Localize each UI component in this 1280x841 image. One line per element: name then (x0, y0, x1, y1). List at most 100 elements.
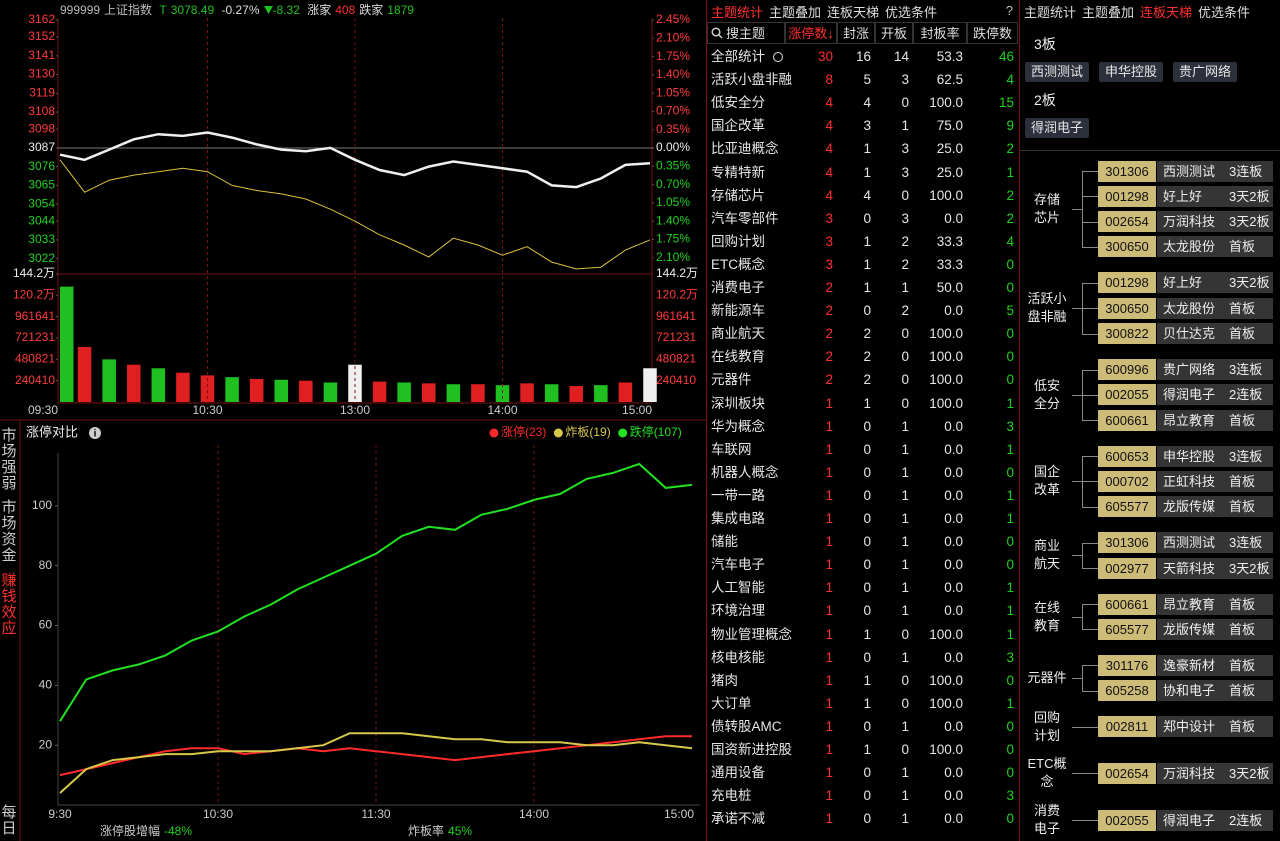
theme-name[interactable]: 猪肉 (711, 672, 738, 688)
stock-code[interactable]: 001298 (1098, 185, 1156, 207)
theme-name[interactable]: 车联网 (711, 441, 752, 457)
theme-name[interactable]: ETC概念 (711, 256, 765, 272)
stock-code[interactable]: 001298 (1098, 272, 1156, 294)
stock-code[interactable]: 605577 (1098, 496, 1156, 518)
help[interactable]: ? (1005, 3, 1013, 18)
stock-name-box[interactable]: 昂立教育 首板 (1157, 593, 1273, 615)
theme-name[interactable]: 人工智能 (711, 580, 765, 596)
stock-code[interactable]: 000702 (1098, 470, 1156, 492)
tab[interactable]: 主题统计 (711, 5, 764, 20)
column-header[interactable]: 封板率 (913, 22, 967, 44)
stock-name-box[interactable]: 太龙股份 首板 (1157, 297, 1273, 319)
theme-name[interactable]: 一带一路 (711, 487, 765, 503)
stock-name-box[interactable]: 好上好 3天2板 (1157, 185, 1273, 207)
stock-name-box[interactable]: 万润科技 3天2板 (1157, 762, 1273, 784)
stock-code[interactable]: 301176 (1098, 654, 1156, 676)
side-tab[interactable]: 市场资金 (1, 499, 17, 564)
theme-name[interactable]: 比亚迪概念 (711, 141, 779, 157)
stock-code[interactable]: 002977 (1098, 557, 1156, 579)
theme-name[interactable]: 活跃小盘非融 (711, 72, 792, 88)
theme-name[interactable]: 机器人概念 (711, 464, 779, 480)
theme-name[interactable]: 通用设备 (711, 765, 765, 781)
column-header[interactable]: 封涨 (837, 22, 875, 44)
stock-name-box[interactable]: 得润电子 2连板 (1157, 384, 1273, 406)
theme-name[interactable]: 承诺不减 (711, 811, 765, 827)
stock-code[interactable]: 605258 (1098, 680, 1156, 702)
theme-name[interactable]: 国企改革 (711, 118, 765, 134)
stock-name-box[interactable]: 贝仕达克 首板 (1157, 323, 1273, 344)
stock-name-box[interactable]: 好上好 3天2板 (1157, 272, 1273, 294)
theme-name[interactable]: 汽车电子 (711, 557, 765, 573)
stock-name-box[interactable]: 天箭科技 3天2板 (1157, 557, 1273, 579)
theme-name[interactable]: 在线教育 (711, 349, 765, 365)
stock-chip[interactable]: 得润电子 (1025, 118, 1090, 138)
stock-name-box[interactable]: 逸豪新材 首板 (1157, 654, 1273, 676)
stock-code[interactable]: 002055 (1098, 809, 1156, 831)
stock-name-box[interactable]: 昂立教育 首板 (1157, 409, 1273, 431)
stock-code[interactable]: 300650 (1098, 236, 1156, 258)
theme-name[interactable]: 深圳板块 (711, 395, 765, 411)
side-tab[interactable]: 每日 (1, 804, 17, 837)
theme-name[interactable]: 商业航天 (711, 326, 765, 342)
stock-name-box[interactable]: 龙版传媒 首板 (1157, 496, 1273, 518)
stock-code[interactable]: 300822 (1098, 323, 1156, 344)
stock-name-box[interactable]: 正虹科技 首板 (1157, 470, 1273, 492)
theme-name[interactable]: 物业管理概念 (711, 626, 792, 642)
theme-name[interactable]: 专精特新 (711, 164, 765, 180)
stock-code[interactable]: 301306 (1098, 532, 1156, 554)
tab[interactable]: 优选条件 (885, 5, 938, 20)
theme-name[interactable]: 国资新进控股 (711, 742, 792, 757)
stock-code[interactable]: 300650 (1098, 297, 1156, 319)
stock-name-box[interactable]: 万润科技 3天2板 (1157, 211, 1273, 233)
info-icon[interactable] (89, 427, 101, 439)
stock-name-box[interactable]: 龙版传媒 首板 (1157, 618, 1273, 640)
stock-code[interactable]: 600661 (1098, 409, 1156, 431)
column-header[interactable]: 搜主题 (707, 22, 785, 44)
theme-name[interactable]: 消费电子 (711, 280, 765, 295)
stock-code[interactable]: 002811 (1098, 716, 1156, 738)
tab[interactable]: 主题统计 (1024, 5, 1077, 20)
stock-code[interactable]: 600653 (1098, 445, 1156, 467)
tab[interactable]: 主题叠加 (769, 5, 822, 20)
column-header[interactable]: 开板 (875, 22, 913, 44)
stock-name-box[interactable]: 郑中设计 首板 (1157, 716, 1273, 738)
theme-name[interactable]: 充电桩 (711, 788, 752, 804)
side-tab[interactable]: 赚钱效应 (1, 572, 17, 637)
stock-code[interactable]: 002654 (1098, 211, 1156, 233)
stock-name-box[interactable]: 协和电子 首板 (1157, 680, 1273, 702)
stock-code[interactable]: 002055 (1098, 384, 1156, 406)
theme-name[interactable]: 元器件 (711, 372, 752, 388)
stock-name-box[interactable]: 得润电子 2连板 (1157, 809, 1273, 831)
column-header[interactable]: 涨停数↓ (785, 22, 837, 44)
theme-name[interactable]: 储能 (711, 534, 738, 550)
theme-name[interactable]: 环境治理 (711, 603, 765, 619)
theme-name[interactable]: 大订单 (711, 695, 752, 711)
theme-name[interactable]: 全部统计 (711, 49, 765, 64)
stock-chip[interactable]: 申华控股 (1099, 62, 1164, 82)
stock-name-box[interactable]: 太龙股份 首板 (1157, 236, 1273, 258)
stock-name-box[interactable]: 申华控股 3连板 (1157, 445, 1273, 467)
theme-name[interactable]: 存储芯片 (711, 187, 765, 203)
stock-code[interactable]: 600996 (1098, 359, 1156, 380)
stock-code[interactable]: 605577 (1098, 618, 1156, 640)
stock-code[interactable]: 301306 (1098, 160, 1156, 182)
stock-name-box[interactable]: 西测测试 3连板 (1157, 160, 1273, 182)
stock-chip[interactable]: 贵广网络 (1173, 62, 1238, 82)
theme-name[interactable]: 新能源车 (711, 303, 765, 319)
stock-name-box[interactable]: 贵广网络 3连板 (1157, 359, 1273, 380)
theme-name[interactable]: 回购计划 (711, 233, 765, 249)
column-header[interactable]: 跌停数 (967, 22, 1018, 44)
stock-code[interactable]: 600661 (1098, 593, 1156, 615)
stock-name-box[interactable]: 西测测试 3连板 (1157, 532, 1273, 554)
theme-name[interactable]: 华为概念 (711, 418, 765, 434)
stock-code[interactable]: 002654 (1098, 762, 1156, 784)
theme-name[interactable]: 核电核能 (711, 649, 765, 665)
theme-name[interactable]: 汽车零部件 (711, 210, 779, 226)
tab[interactable]: 连板天梯 (1140, 5, 1193, 20)
theme-name[interactable]: 债转股AMC (711, 718, 782, 734)
tab[interactable]: 优选条件 (1198, 5, 1251, 20)
tab[interactable]: 主题叠加 (1082, 5, 1135, 20)
side-tab[interactable]: 市场强弱 (1, 427, 17, 492)
theme-name[interactable]: 低安全分 (711, 95, 765, 111)
stock-chip[interactable]: 西测测试 (1025, 62, 1090, 82)
